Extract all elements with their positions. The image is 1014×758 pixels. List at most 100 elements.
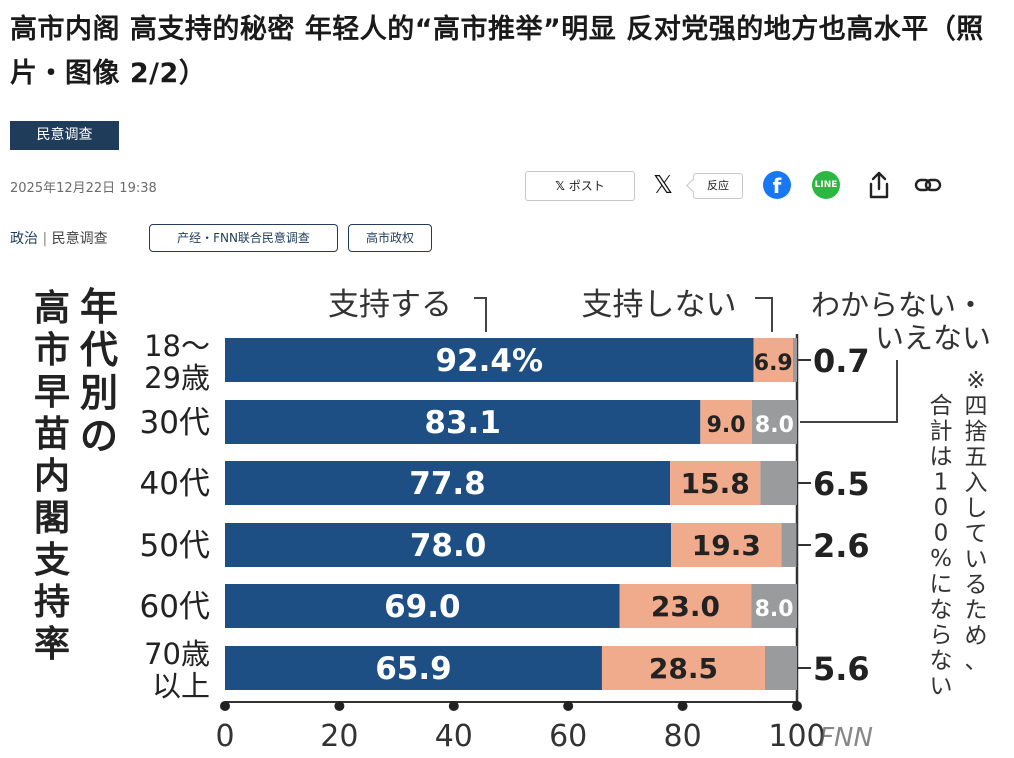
data-label-support: 69.0 <box>384 589 461 625</box>
publish-date: 2025年12月22日 19:38 <box>10 181 157 196</box>
category-label: 30代 <box>140 405 210 441</box>
chart-title-char: 代 <box>80 328 118 372</box>
footnote-char: 計 <box>930 419 953 445</box>
footnote-char: ら <box>930 623 953 649</box>
chart-title-char: 年 <box>80 285 118 329</box>
x-tick-label: 60 <box>549 719 587 754</box>
x-tick-label: 40 <box>435 719 473 754</box>
bar-segment-unknown <box>781 523 797 567</box>
data-label-oppose: 28.5 <box>649 652 718 685</box>
x-tick-dot <box>448 701 459 711</box>
data-label-unknown: 5.6 <box>813 650 870 688</box>
chart-title-char: 高 <box>34 288 70 329</box>
data-label-unknown: 8.0 <box>755 413 794 438</box>
bar-segment-unknown <box>751 400 797 444</box>
data-label-support: 92.4% <box>435 343 543 379</box>
tag-pill-survey[interactable]: 产经・FNN联合民意调查 <box>149 224 338 252</box>
data-label-unknown: 2.6 <box>813 527 870 565</box>
category-label: 60代 <box>140 589 210 625</box>
bar-segment-support <box>225 400 701 444</box>
bar-segment-support <box>225 461 671 505</box>
x-icon: 𝕏 <box>555 179 565 193</box>
legend-support: 支持する <box>328 287 452 323</box>
footnote-char: は <box>930 444 953 470</box>
footnote-char: て <box>965 521 988 547</box>
bar-segment-oppose <box>619 584 752 628</box>
x-tick-dot <box>792 701 802 711</box>
line-icon[interactable]: LINE <box>812 171 840 199</box>
bar-segment-oppose <box>700 400 752 444</box>
footnote-char: い <box>930 674 953 700</box>
chart-title-char: 別 <box>80 371 118 415</box>
category-label: 18～ <box>144 329 210 363</box>
chart-title-char: 支 <box>34 540 70 581</box>
post-button-label: ポスト <box>568 179 605 193</box>
reaction-button[interactable]: 反应 <box>693 173 743 199</box>
data-label-support: 77.8 <box>409 466 486 502</box>
footnote-char: る <box>965 572 988 598</box>
chart-title-char: 率 <box>34 624 70 665</box>
x-tick-label: 20 <box>320 719 358 754</box>
tag-pill-takaichi[interactable]: 高市政权 <box>348 224 432 252</box>
data-label-support: 83.1 <box>424 405 501 441</box>
share-icon[interactable] <box>865 170 893 204</box>
chart-title-char: 早 <box>34 372 70 413</box>
x-icon[interactable]: 𝕏 <box>653 170 674 199</box>
chart-title-char: 苗 <box>34 414 70 455</box>
x-tick-label: 0 <box>215 719 234 754</box>
footnote-char: 0 <box>934 495 949 521</box>
category-badge[interactable]: 民意调查 <box>10 121 119 150</box>
category-label: 70歳 <box>144 637 210 671</box>
x-tick-dot <box>677 701 688 711</box>
chart-title-char: 内 <box>34 456 70 497</box>
bar-segment-oppose <box>671 523 782 567</box>
footnote-char: 四 <box>965 394 988 420</box>
data-label-unknown: 8.0 <box>755 597 794 622</box>
chart-title-char: 持 <box>34 582 70 623</box>
link-icon[interactable] <box>913 170 943 204</box>
subsection-link[interactable]: 民意调查 <box>51 231 108 247</box>
footnote-char: し <box>965 496 988 522</box>
category-label: 50代 <box>140 528 210 564</box>
footnote-char: 捨 <box>965 419 988 445</box>
page-title: 高市内阁 高支持的秘密 年轻人的“高市推举”明显 反对党强的地方也高水平（照片・… <box>10 14 984 89</box>
category-label: 29歳 <box>144 361 210 395</box>
legend-oppose: 支持しない <box>582 287 737 323</box>
footnote-char: た <box>965 598 988 624</box>
category-label: 以上 <box>152 669 210 703</box>
data-label-oppose: 9.0 <box>707 413 746 438</box>
bar-segment-support <box>225 584 620 628</box>
section-breadcrumb: 政治 | 民意调查 <box>10 228 108 248</box>
x-tick-dot <box>334 701 345 711</box>
data-label-unknown: 0.7 <box>813 342 870 380</box>
footnote-char: ※ <box>966 368 985 394</box>
footnote-char: 、 <box>965 649 988 675</box>
facebook-icon[interactable]: f <box>763 171 791 199</box>
bar-segment-oppose <box>601 646 765 690</box>
legend-unknown-line1: わからない・ <box>811 288 985 322</box>
bar-segment-unknown <box>760 461 797 505</box>
category-label: 40代 <box>140 466 210 502</box>
share-bar: 𝕏 ポスト 𝕏 反应 f LINE <box>525 168 965 204</box>
bar-segment-oppose <box>753 338 793 382</box>
legend-support-leader <box>474 297 487 332</box>
bar-segment-support <box>225 338 754 382</box>
footnote-char: % <box>930 546 952 572</box>
bar-segment-support <box>225 646 602 690</box>
footnote-char: に <box>930 572 953 598</box>
legend-unknown-line2: いえない <box>875 321 991 355</box>
data-label-oppose: 6.9 <box>754 351 793 376</box>
footnote-char: い <box>965 547 988 573</box>
breadcrumb-separator: | <box>38 231 52 247</box>
x-tick-label: 100 <box>768 719 825 754</box>
bar-segment-support <box>225 523 672 567</box>
data-label-support: 65.9 <box>375 651 452 687</box>
section-link[interactable]: 政治 <box>10 231 38 247</box>
data-label-support: 78.0 <box>410 528 487 564</box>
post-button[interactable]: 𝕏 ポスト <box>525 171 635 201</box>
chart-title-char: 市 <box>34 330 70 371</box>
x-tick-label: 80 <box>664 719 702 754</box>
watermark: FNN <box>819 723 873 753</box>
footnote-char: な <box>930 597 953 623</box>
legend-unknown-leader <box>800 360 898 423</box>
